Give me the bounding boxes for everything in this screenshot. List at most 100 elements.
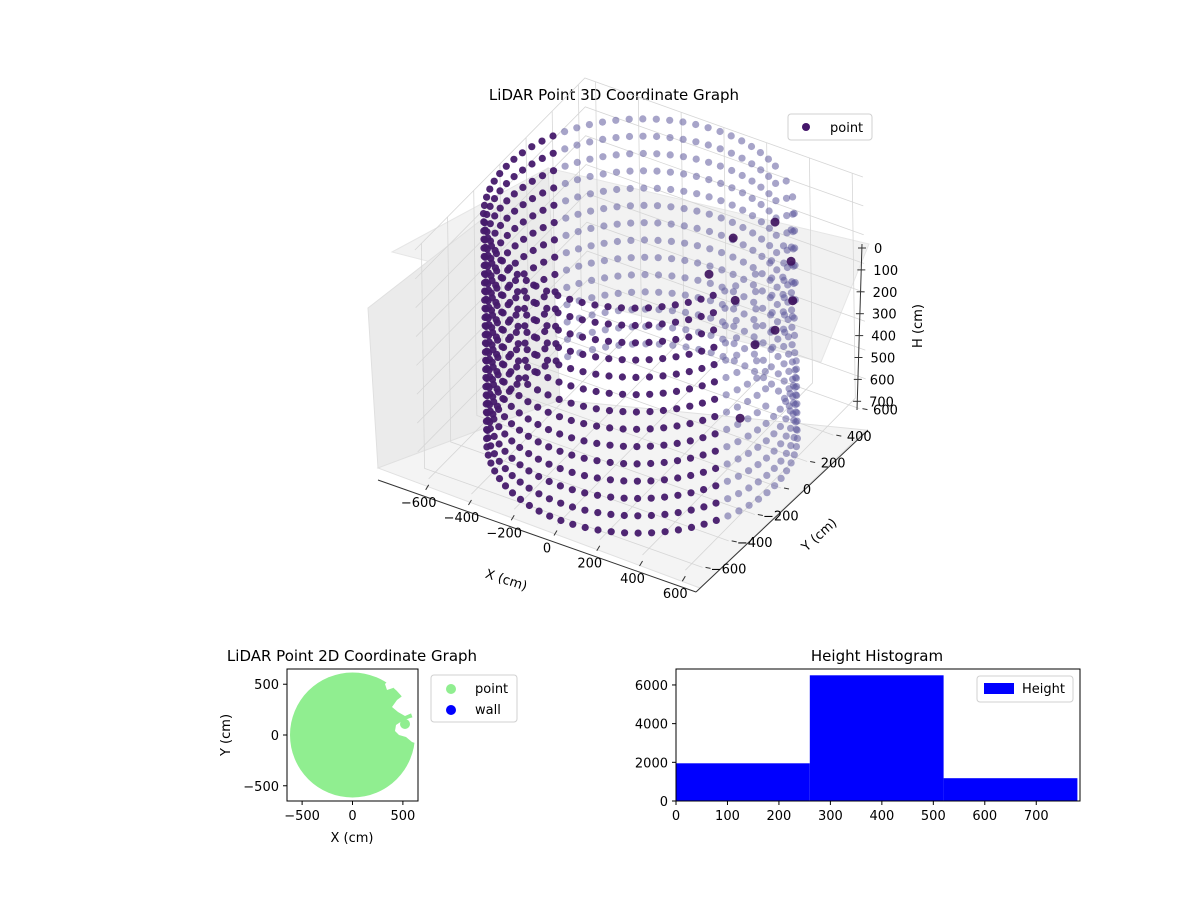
point-marker (586, 172, 594, 181)
point-marker (568, 468, 576, 476)
point-marker (581, 506, 589, 514)
point-marker (753, 357, 761, 365)
point-marker (490, 450, 498, 458)
point-marker (738, 154, 746, 162)
point-marker (569, 520, 577, 528)
chart-2d-plot-area (290, 672, 418, 798)
point-marker (706, 297, 715, 305)
point-marker (594, 526, 602, 534)
point-marker (782, 415, 790, 423)
point-marker (788, 306, 796, 314)
point-marker (686, 420, 694, 428)
gridline-h (415, 135, 864, 308)
point-marker (740, 293, 748, 301)
point-marker (730, 357, 738, 365)
point-marker (633, 443, 641, 451)
point-marker (506, 316, 514, 324)
point-marker (579, 402, 588, 410)
gridline-x (556, 127, 728, 525)
gap-notch (392, 690, 418, 716)
point-marker (754, 495, 763, 503)
point-marker (705, 176, 713, 184)
point-marker (580, 472, 589, 480)
y-tick-mark (783, 487, 790, 490)
point-marker (591, 318, 599, 326)
point-marker (566, 313, 574, 321)
point-marker (773, 300, 781, 309)
point-marker (591, 301, 599, 309)
point-marker (501, 465, 509, 473)
point-marker (524, 380, 532, 388)
point-marker (639, 132, 647, 140)
gridline-x (685, 173, 856, 571)
point-marker (593, 474, 601, 482)
point-marker (707, 331, 715, 339)
point-marker (774, 370, 782, 378)
point-marker (791, 373, 800, 381)
point-marker (639, 115, 647, 123)
point-marker (653, 167, 661, 175)
point-marker (777, 474, 785, 482)
point-marker (499, 309, 507, 317)
point-marker (625, 132, 634, 141)
point-marker (748, 177, 756, 185)
gridline-y (499, 163, 782, 489)
point-marker (587, 259, 595, 267)
point-marker (521, 356, 529, 364)
point-marker (540, 258, 548, 266)
point-marker (734, 455, 742, 463)
point-marker (673, 457, 682, 465)
point-marker (510, 190, 518, 198)
point-marker (717, 197, 725, 205)
point-marker (692, 138, 700, 146)
gridline-h (414, 77, 864, 251)
point-marker (503, 249, 512, 257)
point-marker (486, 373, 494, 381)
point-marker (762, 419, 770, 428)
x-axis-label: X (cm) (483, 567, 529, 595)
point-marker (640, 201, 648, 209)
point-marker (770, 464, 778, 472)
point-marker (513, 270, 521, 278)
point-marker (654, 236, 662, 244)
point-marker (488, 311, 497, 319)
x-tick-label: −500 (284, 809, 320, 824)
point-marker (554, 309, 562, 317)
point-marker (523, 311, 531, 319)
point-marker (605, 389, 613, 397)
point-marker (556, 465, 564, 473)
point-marker (752, 305, 760, 313)
point-marker (712, 464, 720, 473)
point-marker (728, 166, 736, 175)
point-marker (574, 228, 582, 236)
point-marker (579, 368, 587, 376)
point-marker (619, 390, 627, 398)
point-marker (721, 287, 729, 295)
point-marker (687, 506, 695, 514)
point-marker (614, 272, 622, 280)
point-marker (704, 124, 712, 132)
point-marker (668, 289, 676, 297)
y-axis-line (695, 429, 869, 593)
point-marker (529, 229, 537, 237)
point-marker (648, 529, 656, 537)
point-marker (711, 447, 719, 455)
z-tick-label: 600 (870, 373, 895, 388)
point-marker (738, 171, 746, 180)
point-marker (487, 459, 495, 467)
legend-label-height: Height (1022, 682, 1065, 697)
x-tick-label: 400 (869, 809, 894, 824)
point-marker (776, 405, 784, 413)
point-marker (514, 340, 522, 348)
point-marker (555, 413, 564, 421)
point-marker (484, 416, 492, 424)
point-marker (617, 304, 626, 312)
point-marker (645, 338, 653, 346)
point-marker (671, 301, 679, 309)
point-marker (632, 391, 640, 399)
point-marker (485, 338, 493, 346)
point-marker (672, 387, 681, 395)
point-marker (507, 402, 515, 410)
point-marker (729, 270, 737, 278)
point-marker (654, 271, 663, 279)
